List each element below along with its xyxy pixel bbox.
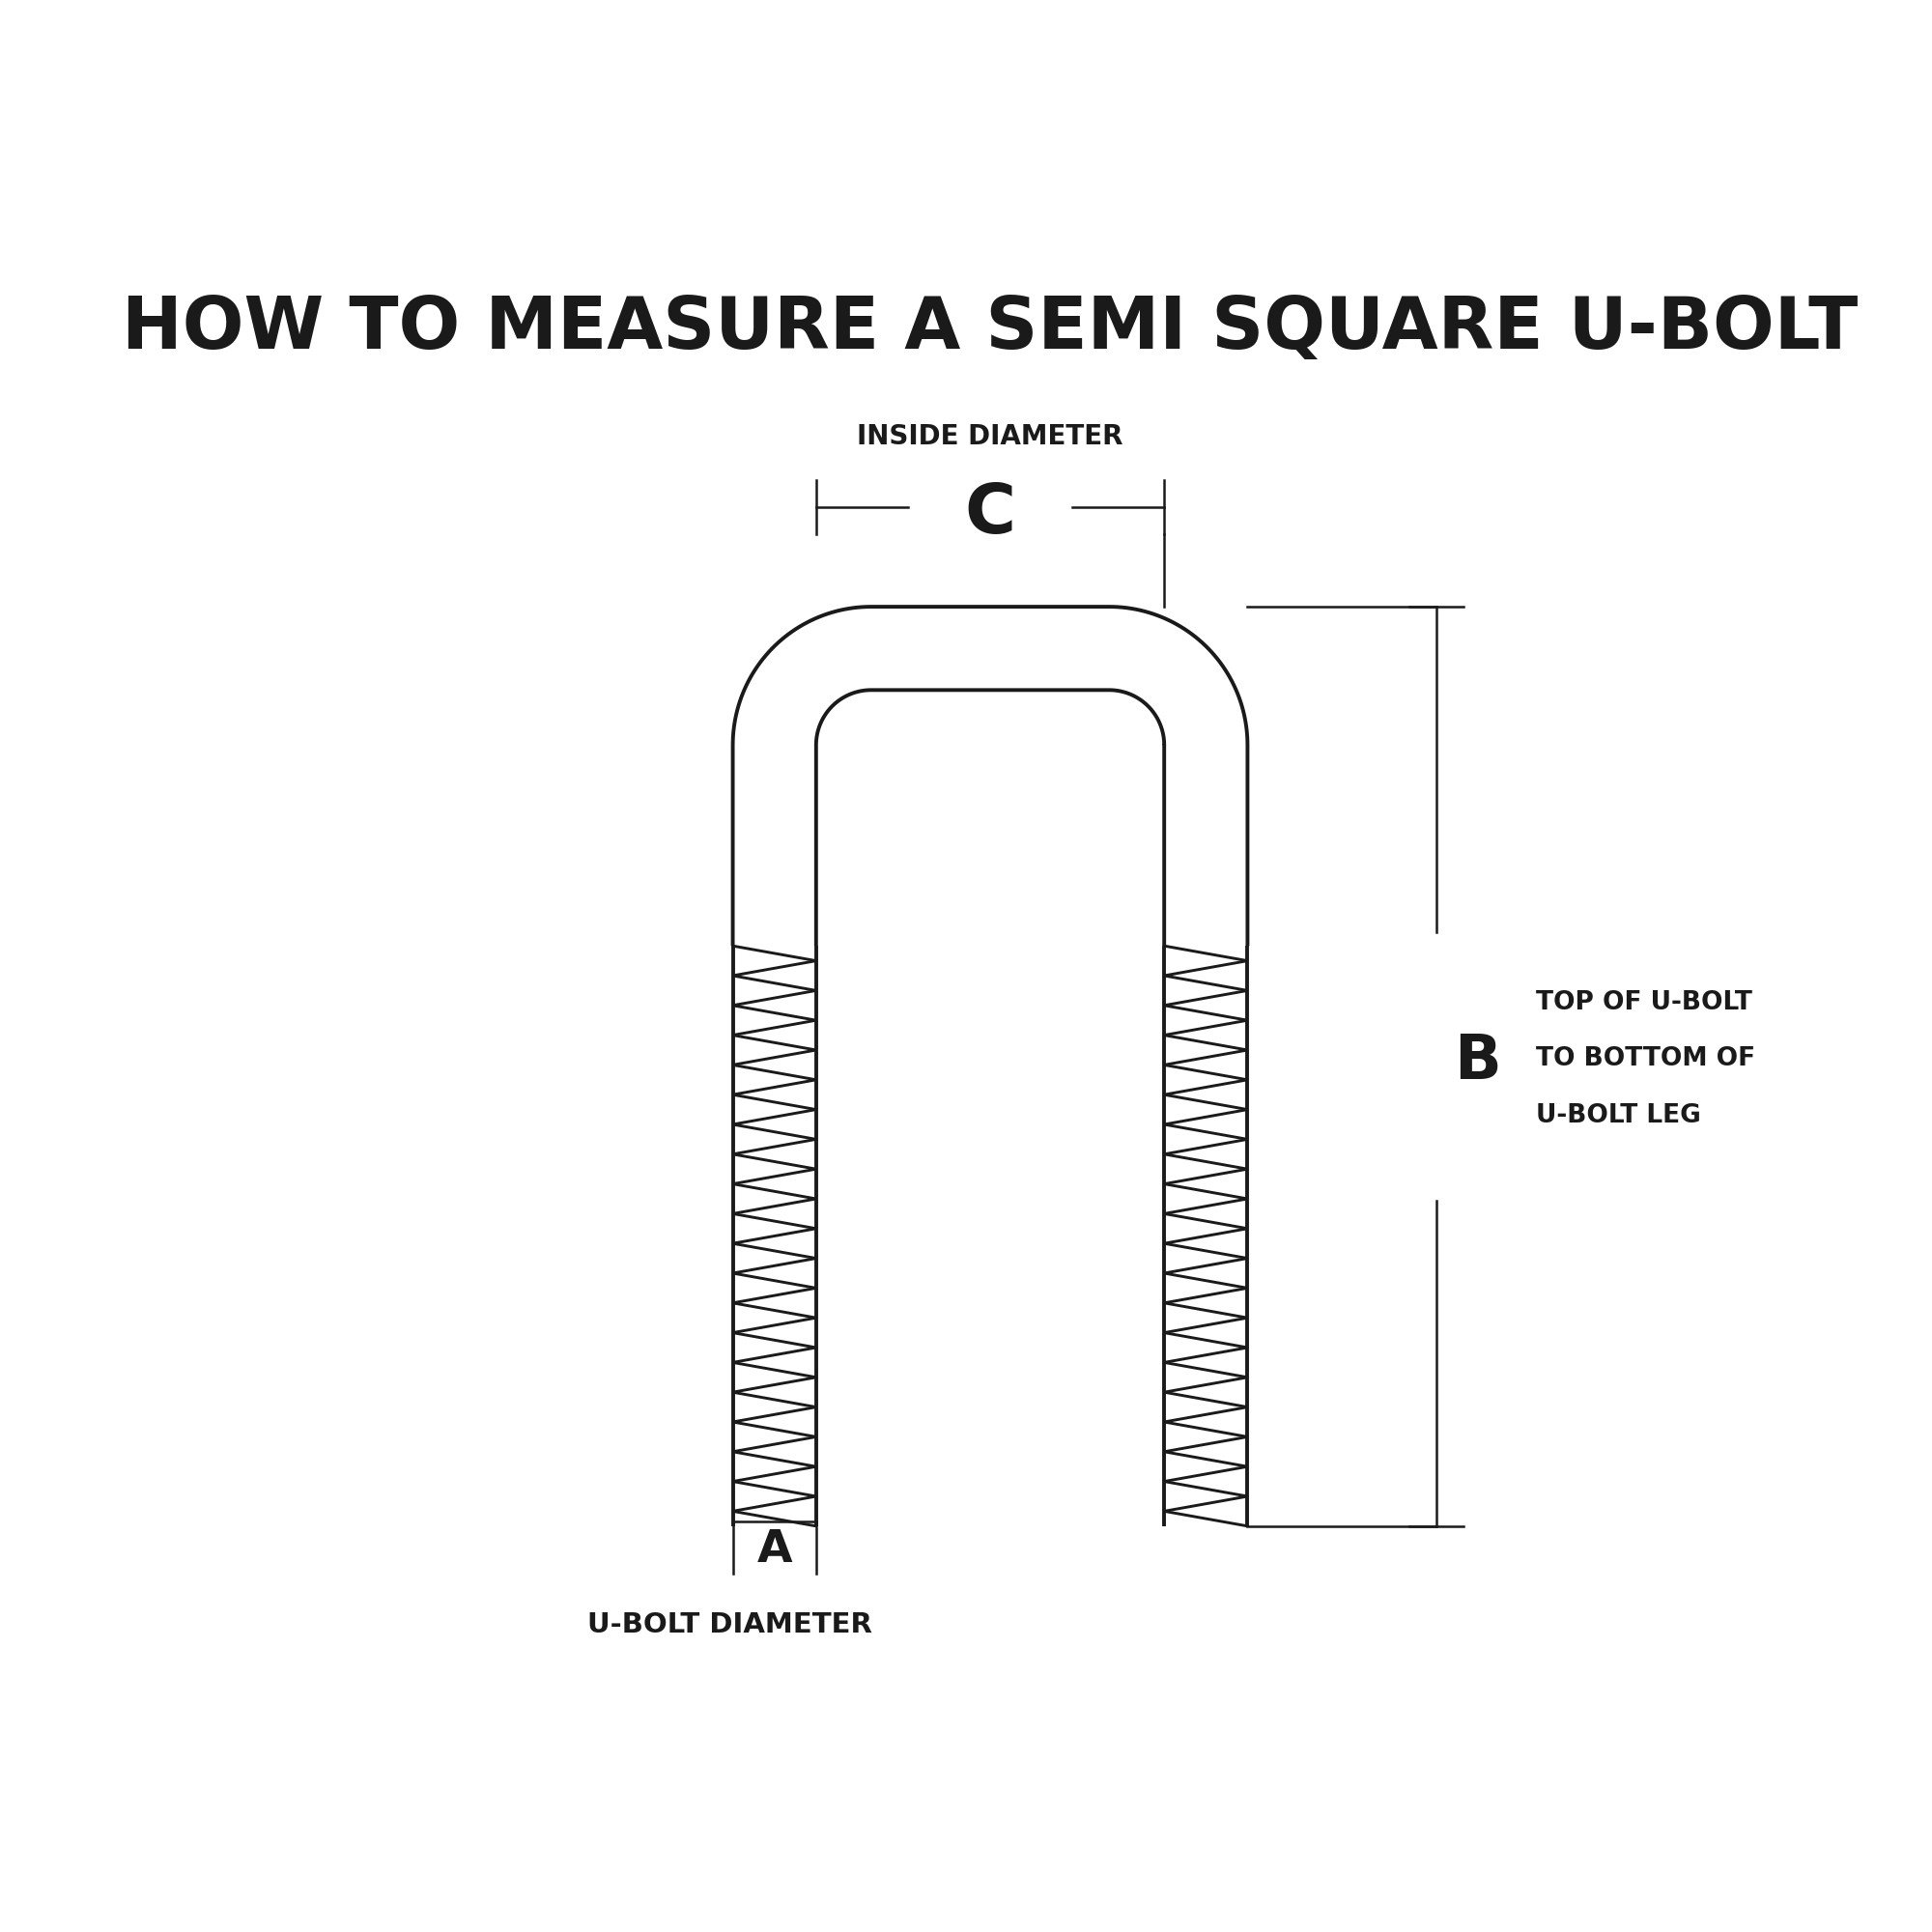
Text: HOW TO MEASURE A SEMI SQUARE U-BOLT: HOW TO MEASURE A SEMI SQUARE U-BOLT	[122, 294, 1859, 363]
Text: B: B	[1455, 1032, 1501, 1092]
Text: A: A	[757, 1528, 792, 1573]
Text: C: C	[964, 481, 1016, 549]
Text: U-BOLT DIAMETER: U-BOLT DIAMETER	[587, 1611, 871, 1638]
Text: TO BOTTOM OF: TO BOTTOM OF	[1536, 1047, 1756, 1072]
Text: U-BOLT LEG: U-BOLT LEG	[1536, 1103, 1702, 1128]
Text: TOP OF U-BOLT: TOP OF U-BOLT	[1536, 989, 1752, 1014]
Text: INSIDE DIAMETER: INSIDE DIAMETER	[858, 423, 1122, 450]
